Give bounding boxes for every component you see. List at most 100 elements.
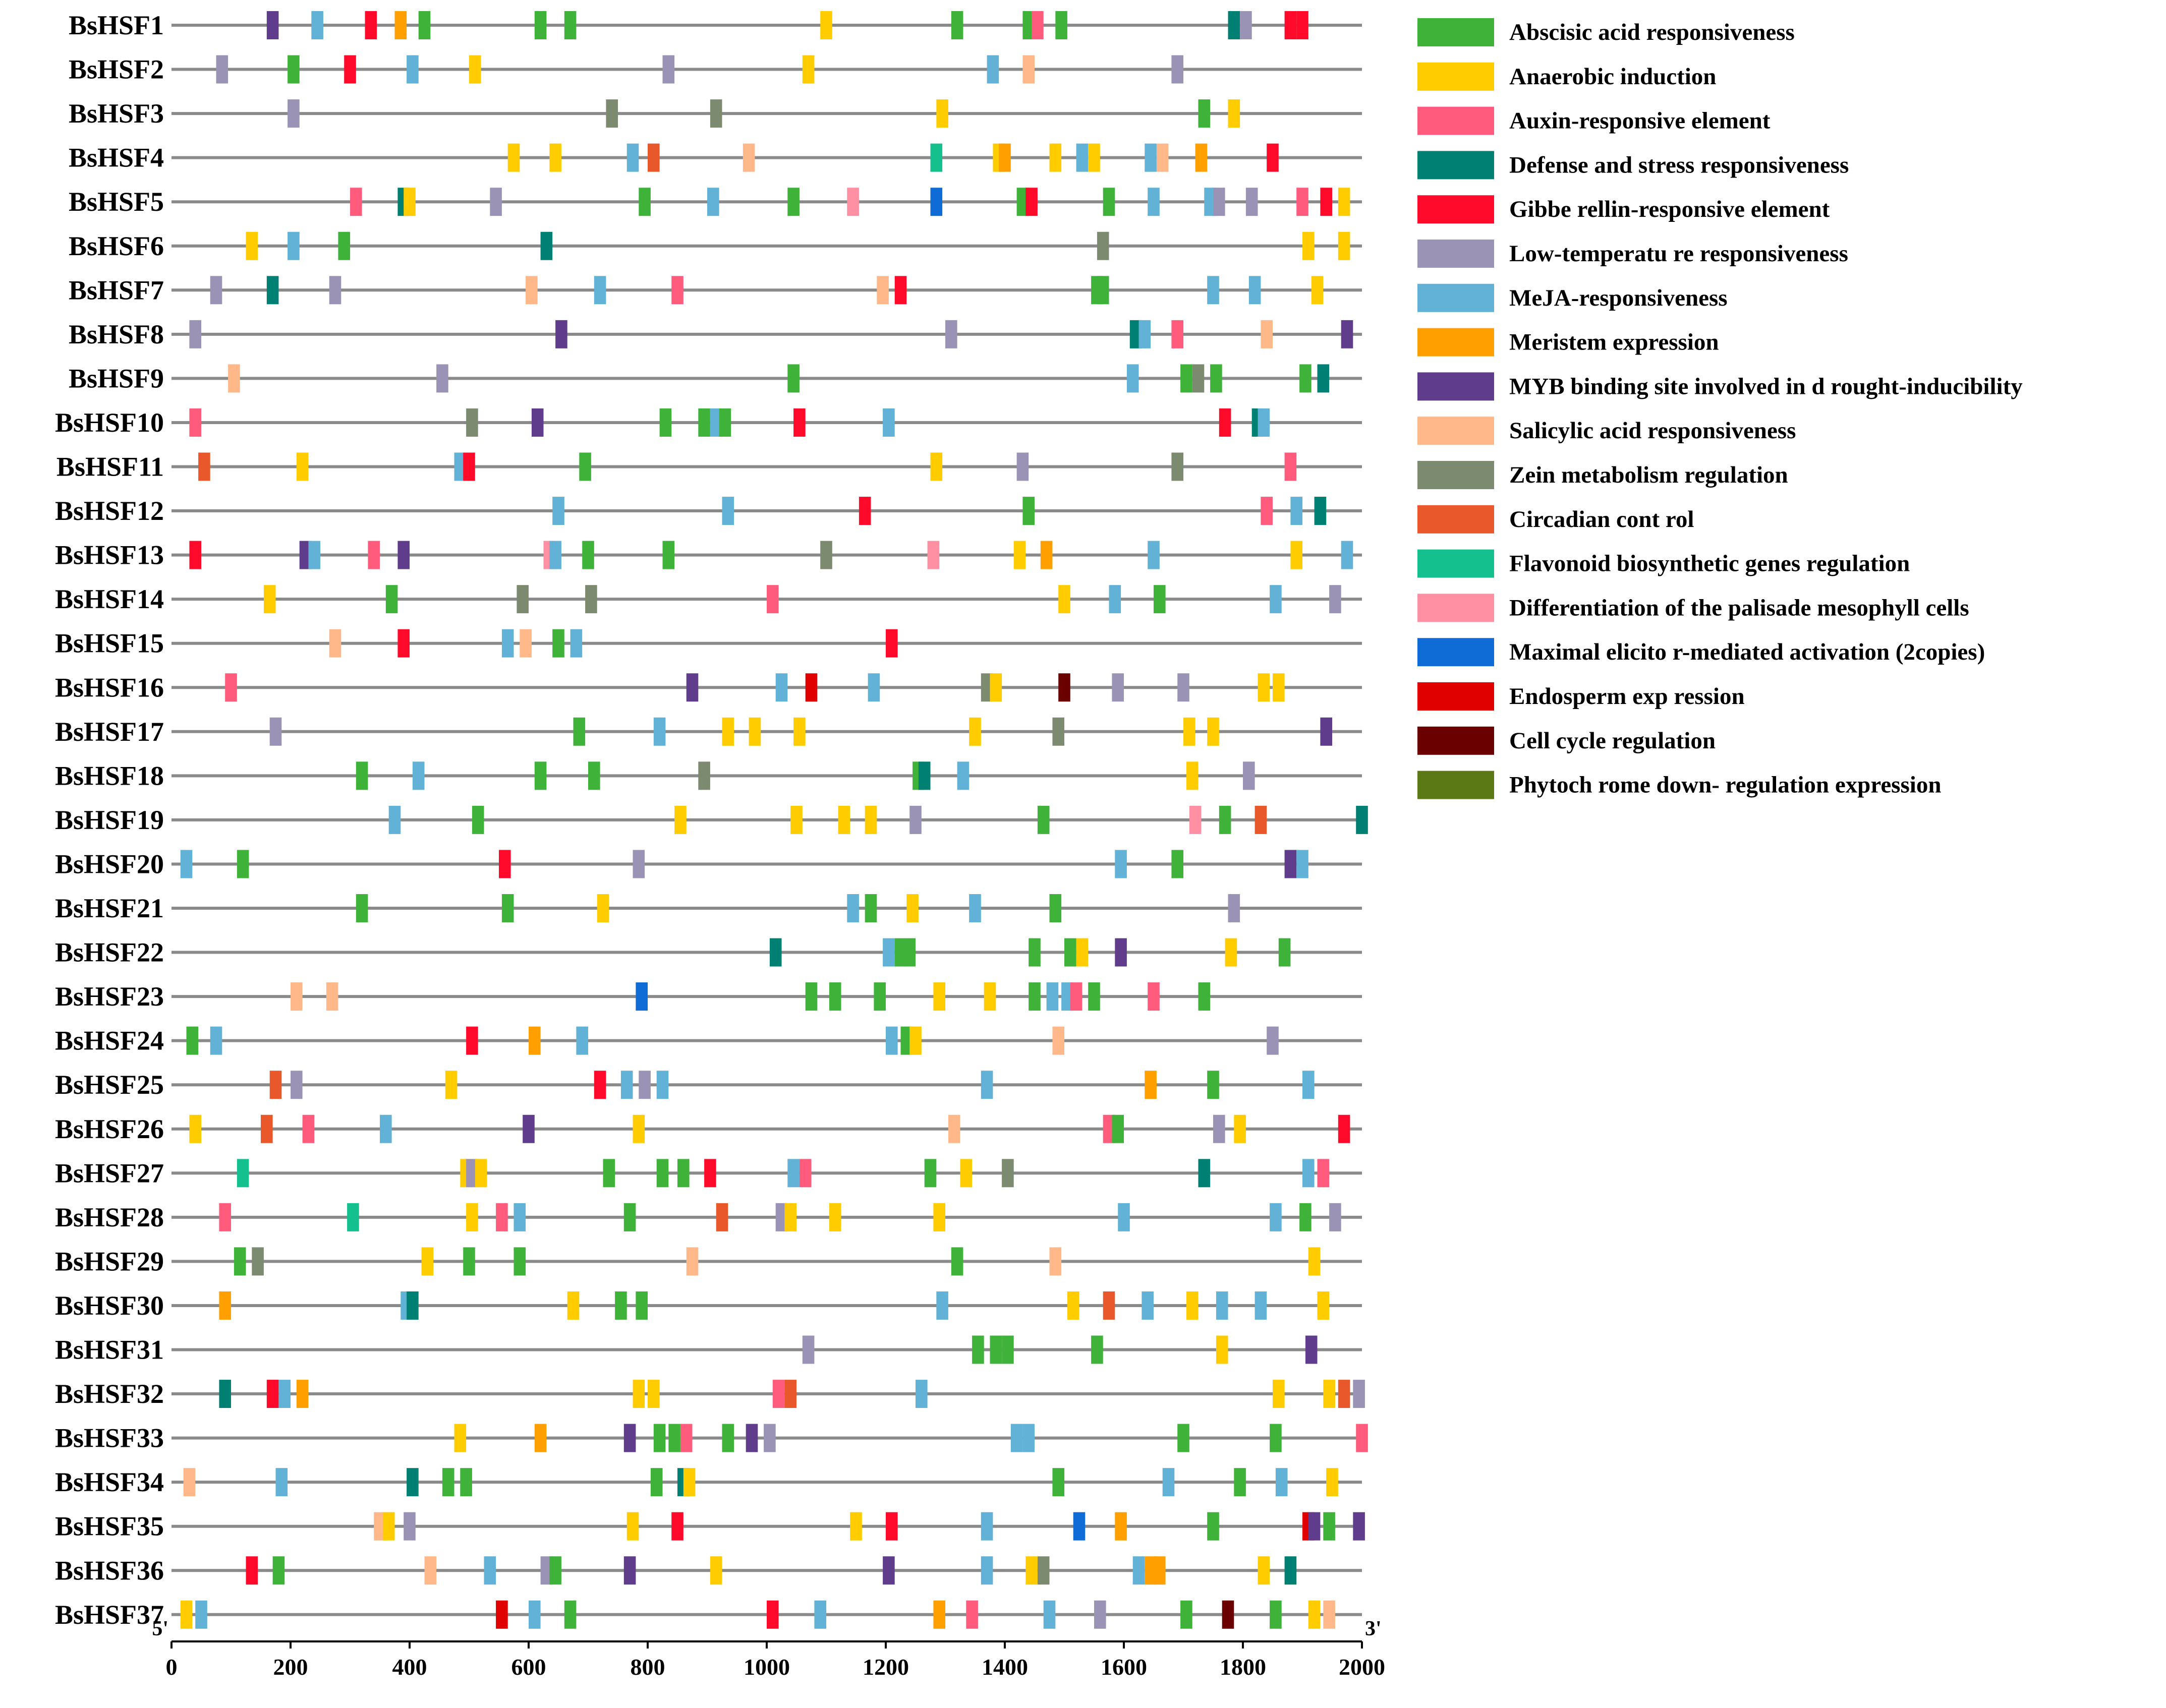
cis-element (722, 497, 734, 525)
cis-element (1183, 717, 1195, 746)
cis-element (1317, 364, 1330, 393)
cis-element (594, 1071, 606, 1099)
cis-element (540, 1556, 553, 1585)
cis-element (1299, 1203, 1312, 1231)
cis-element (266, 1380, 279, 1408)
cis-element (356, 894, 368, 922)
cis-element (472, 805, 484, 834)
gene-row: BsHSF9 (69, 363, 1362, 393)
cis-element (1162, 1468, 1175, 1497)
cis-element (1148, 982, 1160, 1011)
cis-element (1302, 231, 1315, 260)
gene-label: BsHSF13 (55, 540, 164, 570)
cis-element (329, 629, 341, 658)
cis-element (1145, 1071, 1157, 1099)
cis-element (394, 11, 407, 39)
cis-element (1195, 143, 1208, 172)
cis-element (1013, 541, 1026, 569)
cis-element (1046, 982, 1059, 1011)
cis-element (859, 497, 871, 525)
gene-label: BsHSF37 (55, 1600, 164, 1630)
x-tick-label: 0 (166, 1654, 178, 1680)
cis-element (1308, 1247, 1321, 1276)
cis-element (404, 1512, 416, 1541)
cis-element (246, 231, 258, 260)
gene-row: BsHSF6 (69, 231, 1362, 261)
cis-element (769, 938, 782, 967)
cis-element (350, 188, 362, 216)
cis-element (534, 761, 547, 790)
cis-element (883, 1556, 895, 1585)
cis-element (1258, 1556, 1270, 1585)
gene-label: BsHSF36 (55, 1555, 164, 1585)
cis-element (490, 188, 502, 216)
gene-label: BsHSF6 (69, 231, 164, 261)
gene-label: BsHSF7 (69, 275, 164, 305)
gene-row: BsHSF21 (55, 893, 1362, 923)
gene-label: BsHSF4 (69, 143, 164, 173)
cis-element (1156, 143, 1169, 172)
cis-element (1037, 1556, 1050, 1585)
cis-element (567, 1291, 580, 1320)
legend-label: Gibbe rellin-responsive element (1509, 196, 1830, 222)
cis-element (272, 1556, 285, 1585)
cis-element (1338, 231, 1350, 260)
cis-element (1097, 276, 1109, 305)
cis-element (585, 585, 597, 614)
legend-swatch (1417, 594, 1494, 622)
cis-element (680, 1424, 693, 1452)
legend-label: Phytoch rome down- regulation expression (1509, 772, 1941, 798)
legend-item: Meristem expression (1417, 328, 1719, 357)
cis-element (633, 1380, 645, 1408)
cis-element (1189, 805, 1202, 834)
cis-element (266, 276, 279, 305)
cis-element (1299, 364, 1312, 393)
cis-element (356, 761, 368, 790)
cis-element (656, 1071, 669, 1099)
cis-element (237, 1159, 249, 1188)
cis-element (234, 1247, 246, 1276)
cis-element (814, 1600, 826, 1629)
cis-element (847, 188, 859, 216)
cis-element (1338, 1380, 1350, 1408)
cis-element (787, 1159, 800, 1188)
cis-element (1213, 188, 1225, 216)
legend-label: Maximal elicito r-mediated activation (2… (1509, 639, 1985, 665)
cis-element (1148, 188, 1160, 216)
cis-element (1126, 364, 1139, 393)
x-tick-label: 800 (631, 1654, 665, 1680)
cis-element (520, 629, 532, 658)
cis-element (623, 1203, 636, 1231)
cis-element (380, 1114, 392, 1143)
cis-element (1043, 1600, 1056, 1629)
cis-element (308, 541, 320, 569)
cis-element (1210, 364, 1222, 393)
cis-element (820, 11, 832, 39)
cis-element (1225, 938, 1237, 967)
cis-element (338, 231, 350, 260)
gene-row: BsHSF12 (55, 496, 1362, 526)
gene-row: BsHSF28 (55, 1202, 1362, 1232)
cis-element (1103, 1291, 1115, 1320)
cis-element (633, 1114, 645, 1143)
cis-element (1248, 276, 1261, 305)
cis-element (1270, 1424, 1282, 1452)
cis-element (385, 585, 398, 614)
cis-element (442, 1468, 454, 1497)
legend: Abscisic acid responsiveness Anaerobic in… (1417, 18, 2023, 799)
gene-row: BsHSF24 (55, 1026, 1362, 1056)
legend-item: Low-temperatu re responsiveness (1417, 240, 1848, 268)
cis-element (1213, 1114, 1225, 1143)
cis-element (933, 982, 945, 1011)
legend-label: Flavonoid biosynthetic genes regulation (1509, 551, 1910, 577)
cis-element (1314, 497, 1327, 525)
cis-element (344, 55, 356, 84)
cis-element (1171, 850, 1183, 878)
legend-swatch (1417, 682, 1494, 711)
cis-element (972, 1335, 984, 1364)
cis-element (984, 982, 996, 1011)
gene-label: BsHSF32 (55, 1379, 164, 1409)
legend-swatch (1417, 505, 1494, 534)
gene-row: BsHSF31 (55, 1335, 1362, 1365)
cis-element (1305, 1335, 1318, 1364)
